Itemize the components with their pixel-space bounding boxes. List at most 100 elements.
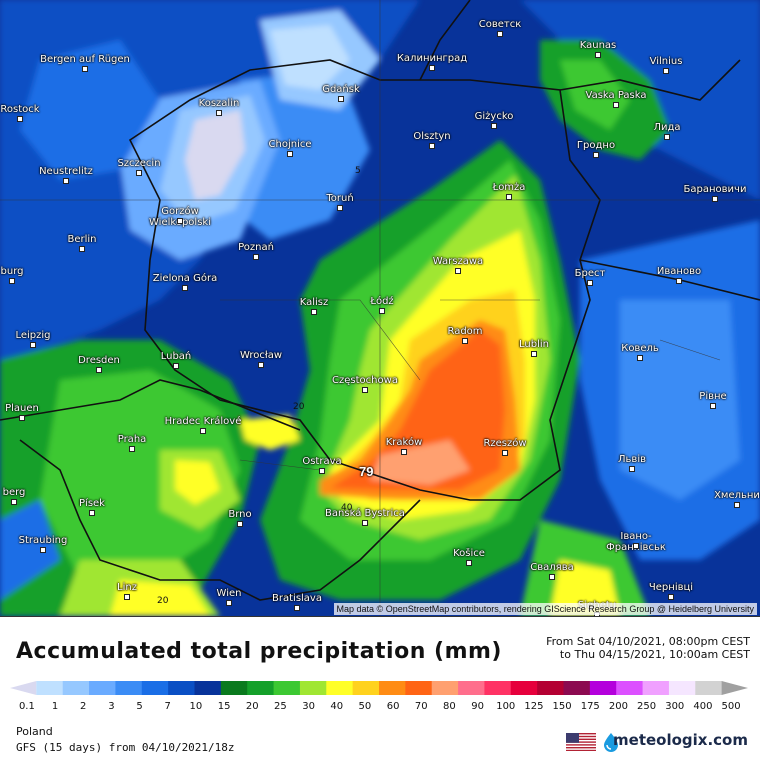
city-label: Písek <box>79 498 105 509</box>
city-marker <box>676 278 682 284</box>
city-label: Brno <box>228 509 252 520</box>
legend-swatch <box>563 681 591 695</box>
city-marker <box>30 342 36 348</box>
city-label: Gorzów Wielkopolski <box>149 206 211 228</box>
city-label: Wien <box>216 588 242 599</box>
legend-tick-label: 20 <box>246 701 259 712</box>
city-marker <box>200 428 206 434</box>
city-marker <box>82 66 88 72</box>
legend-swatch <box>194 681 222 695</box>
map-footer: Accumulated total precipitation (mm) Fro… <box>0 616 760 761</box>
legend-tick-label: 1 <box>52 701 58 712</box>
legend-tick-label: 500 <box>722 701 741 712</box>
city-label: Bergen auf Rügen <box>40 54 130 65</box>
city-label: Рівне <box>699 391 727 402</box>
legend-swatch <box>299 681 327 695</box>
city-marker <box>637 355 643 361</box>
max-value-label: 79 <box>359 464 374 479</box>
legend-swatch <box>616 681 644 695</box>
city-label: Гродно <box>576 140 616 151</box>
city-marker <box>287 151 293 157</box>
city-marker <box>462 338 468 344</box>
city-marker <box>226 600 232 606</box>
legend-tick-label: 300 <box>665 701 684 712</box>
city-marker <box>455 268 461 274</box>
brand-name[interactable]: meteologix.com <box>613 731 748 749</box>
city-marker <box>216 110 222 116</box>
legend-swatch <box>36 681 64 695</box>
legend-tick-label: 250 <box>637 701 656 712</box>
city-marker <box>379 308 385 314</box>
legend-tick-label: 60 <box>387 701 400 712</box>
legend-tick-label: 7 <box>165 701 171 712</box>
city-label: Vaska Paska <box>585 90 647 101</box>
city-label: Lubań <box>160 351 192 362</box>
legend-tick-label: 0.1 <box>19 701 35 712</box>
city-label: Чернівці <box>648 582 694 593</box>
city-marker <box>593 152 599 158</box>
city-marker <box>124 594 130 600</box>
city-marker <box>595 52 601 58</box>
legend-tick-label: 50 <box>359 701 372 712</box>
city-label: Rzeszów <box>483 438 527 449</box>
city-marker <box>311 309 317 315</box>
city-label: Kalisz <box>299 297 329 308</box>
city-label: Івано-Франківськ <box>606 531 666 553</box>
legend-swatch <box>273 681 301 695</box>
contour-label: 5 <box>355 166 361 176</box>
city-marker <box>664 134 670 140</box>
city-marker <box>429 143 435 149</box>
legend-tick-label: 5 <box>136 701 142 712</box>
legend-tick-label: 125 <box>524 701 543 712</box>
city-marker <box>182 285 188 291</box>
city-label: Linz <box>117 582 137 593</box>
legend-swatch <box>168 681 195 695</box>
city-label: Częstochowa <box>332 375 398 386</box>
city-marker <box>362 520 368 526</box>
city-marker <box>734 502 740 508</box>
city-marker <box>237 521 243 527</box>
city-label: Bratislava <box>272 593 322 604</box>
city-marker <box>466 560 472 566</box>
city-marker <box>136 170 142 176</box>
legend-swatch <box>537 681 564 695</box>
city-label: Львів <box>618 454 646 465</box>
legend-tick-label: 80 <box>443 701 456 712</box>
city-marker <box>663 68 669 74</box>
us-flag-icon[interactable] <box>566 733 596 751</box>
city-marker <box>177 218 183 224</box>
legend-swatch <box>247 681 275 695</box>
city-label: Gdańsk <box>322 84 360 95</box>
city-marker <box>11 499 17 505</box>
city-marker <box>531 351 537 357</box>
city-label: Berlin <box>67 234 97 245</box>
city-label: Warszawa <box>432 256 484 267</box>
city-marker <box>319 468 325 474</box>
precipitation-field <box>0 0 760 616</box>
city-label: Koszalin <box>198 98 240 109</box>
city-label: Хмельни <box>714 490 760 501</box>
period-from: From Sat 04/10/2021, 08:00pm CEST <box>546 635 750 648</box>
city-marker <box>710 403 716 409</box>
legend-tick-label: 90 <box>471 701 484 712</box>
city-label: Dresden <box>78 355 120 366</box>
city-label: Chojnice <box>268 139 312 150</box>
legend-swatch <box>379 681 406 695</box>
legend-swatch <box>352 681 380 695</box>
city-label: Košice <box>453 548 485 559</box>
legend-tick-label: 3 <box>108 701 114 712</box>
city-label: Lublin <box>519 339 549 350</box>
city-label: Брест <box>574 268 606 279</box>
legend-tick-label: 30 <box>302 701 315 712</box>
city-label: burg <box>0 266 24 277</box>
legend-tick-label: 400 <box>693 701 712 712</box>
legend-tick-label: 200 <box>609 701 628 712</box>
city-label: Иваново <box>656 266 702 277</box>
legend-swatch <box>326 681 354 695</box>
legend-swatch <box>431 681 459 695</box>
city-marker <box>712 196 718 202</box>
city-label: Neustrelitz <box>39 166 93 177</box>
precipitation-map[interactable]: Советск Kaunas Vilnius Калининград Bergen au… <box>0 0 760 616</box>
legend-swatch <box>62 681 90 695</box>
city-marker <box>668 594 674 600</box>
